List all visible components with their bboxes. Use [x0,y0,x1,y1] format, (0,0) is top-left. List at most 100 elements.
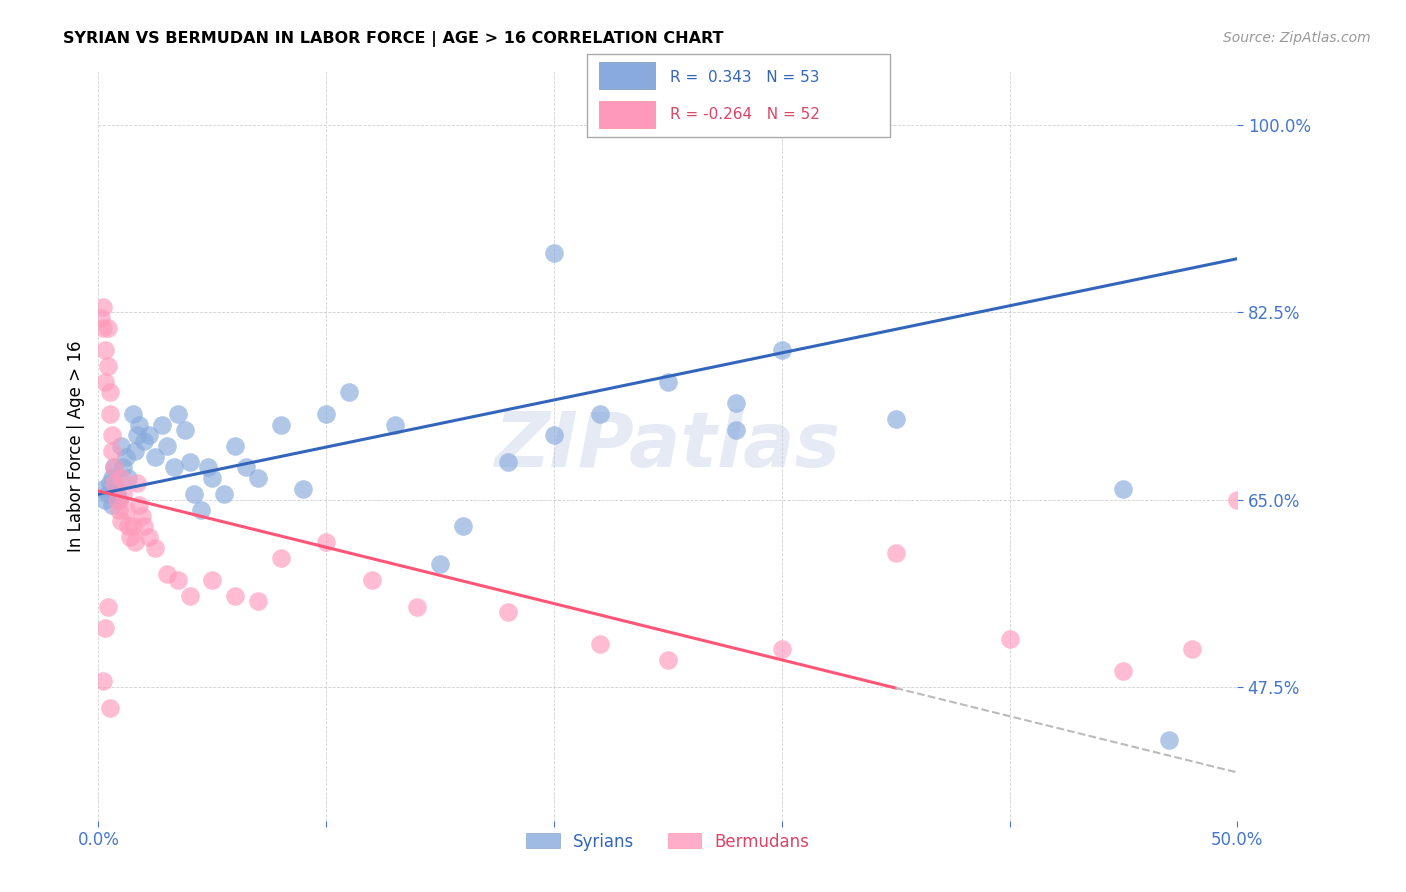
Point [98,701,121,715]
Point [360,573,382,587]
Text: ZIPatlas: ZIPatlas [495,409,841,483]
Point [145,450,167,464]
Point [270,551,292,566]
Point [138,428,160,442]
Point [110,439,132,453]
Point [124,444,146,458]
Point [770,642,793,657]
Point [224,589,246,603]
Point [103,482,125,496]
Point [588,407,610,421]
Point [190,503,212,517]
Point [110,514,132,528]
Point [543,246,565,260]
Point [101,498,124,512]
Point [103,476,125,491]
Point [131,508,153,523]
Point [179,589,201,603]
Point [235,460,257,475]
Text: R =  0.343   N = 53: R = 0.343 N = 53 [671,70,820,85]
Point [121,519,143,533]
Text: SYRIAN VS BERMUDAN IN LABOR FORCE | AGE > 16 CORRELATION CHART: SYRIAN VS BERMUDAN IN LABOR FORCE | AGE … [63,31,724,47]
Point [406,599,429,614]
Point [543,428,565,442]
Text: Source: ZipAtlas.com: Source: ZipAtlas.com [1223,31,1371,45]
FancyBboxPatch shape [599,62,655,89]
Point [246,471,269,485]
Point [1226,492,1249,507]
Point [725,396,748,410]
Point [315,535,337,549]
FancyBboxPatch shape [586,54,890,137]
Point [156,439,179,453]
Point [108,492,131,507]
Point [132,519,155,533]
Point [167,573,190,587]
Point [315,407,337,421]
Point [120,530,142,544]
Point [1157,733,1180,747]
Point [138,530,160,544]
Point [96,599,118,614]
Point [114,450,136,464]
Point [498,605,520,619]
Point [124,535,146,549]
Point [112,487,135,501]
Point [884,546,907,560]
Y-axis label: In Labor Force | Age > 16: In Labor Force | Age > 16 [66,340,84,552]
Point [96,487,118,501]
Point [657,375,679,389]
Point [91,321,114,335]
Point [103,460,125,475]
Point [167,407,190,421]
Point [145,541,167,555]
Point [150,417,173,432]
Point [101,428,124,442]
Point [101,471,124,485]
Point [162,460,184,475]
Point [770,343,793,357]
Point [201,573,224,587]
Point [91,674,114,689]
Point [105,492,128,507]
Point [112,460,135,475]
Point [91,300,114,314]
Point [98,407,121,421]
Point [110,471,132,485]
Point [451,519,474,533]
Point [98,385,121,400]
Point [1112,482,1135,496]
Point [94,492,117,507]
Point [127,476,149,491]
Point [103,460,125,475]
Point [201,471,224,485]
Point [1112,664,1135,678]
Point [114,503,136,517]
Point [94,621,117,635]
FancyBboxPatch shape [599,101,655,128]
Point [246,594,269,608]
Point [117,471,139,485]
Point [98,476,121,491]
Point [498,455,520,469]
Point [212,487,235,501]
Point [197,460,219,475]
Point [884,412,907,426]
Point [337,385,360,400]
Point [657,653,679,667]
Point [121,407,143,421]
Point [725,423,748,437]
Point [1181,642,1204,657]
Point [183,487,205,501]
Text: R = -0.264   N = 52: R = -0.264 N = 52 [671,107,820,122]
Point [179,455,201,469]
Point [224,439,246,453]
Point [96,359,118,373]
Legend: Syrians, Bermudans: Syrians, Bermudans [520,826,815,857]
Point [998,632,1021,646]
Point [108,503,131,517]
Point [174,423,197,437]
Point [117,519,139,533]
Point [127,428,149,442]
Point [90,310,112,325]
